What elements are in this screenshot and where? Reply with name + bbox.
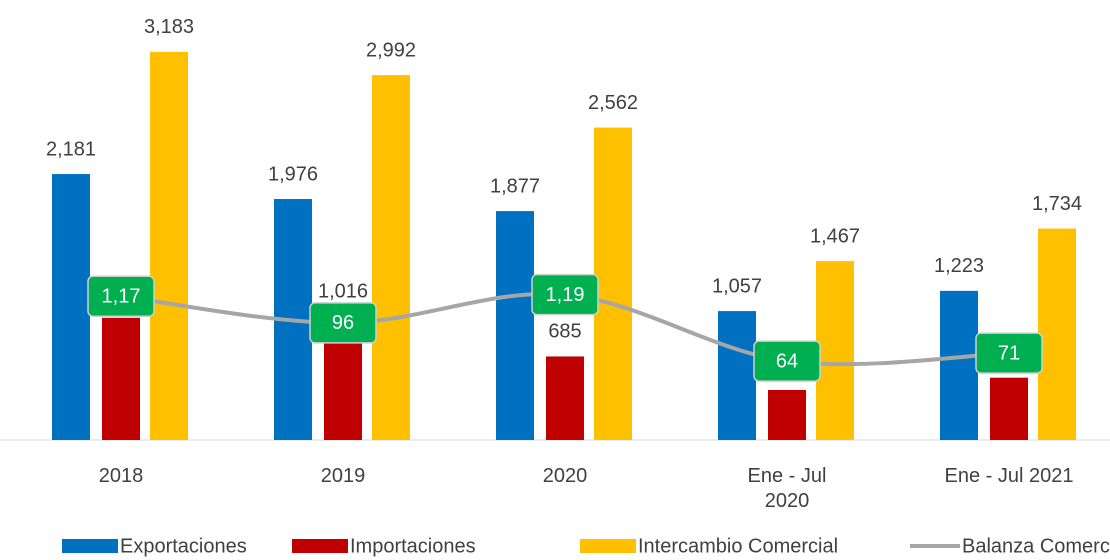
bar: [940, 290, 978, 440]
x-tick-label: 2019: [320, 465, 366, 487]
x-tick-label: Ene - Jul 2020: [747, 465, 827, 512]
data-label: 1,19: [546, 284, 585, 306]
data-label: 2,181: [46, 138, 96, 160]
bar: [718, 311, 756, 440]
legend-label: Intercambio Comercial: [638, 535, 838, 557]
x-tick-label: 2020: [542, 465, 588, 487]
bar: [1038, 228, 1076, 440]
bar: [546, 356, 584, 440]
bar: [816, 261, 854, 440]
legend-swatch: [292, 539, 348, 553]
data-label: 1,734: [1032, 193, 1082, 215]
data-label: 2,992: [366, 39, 416, 61]
bar: [990, 377, 1028, 440]
data-label: 2,562: [588, 92, 638, 114]
data-label: 1,877: [490, 175, 540, 197]
data-label: 1,17: [102, 286, 141, 308]
bar: [496, 211, 534, 440]
legend-label: Importaciones: [350, 535, 476, 557]
data-label: 1,057: [712, 275, 762, 297]
data-label: 1,467: [810, 225, 860, 247]
data-label: 1,223: [934, 255, 984, 277]
bar: [594, 127, 632, 440]
bar: [102, 317, 140, 440]
legend-swatch: [580, 539, 636, 553]
label-box: [975, 332, 1043, 374]
x-tick-label: Ene - Jul 2021: [944, 465, 1074, 487]
data-label: 685: [548, 321, 581, 343]
bar: [768, 390, 806, 440]
data-label: 96: [332, 312, 354, 334]
label-box: [87, 275, 155, 317]
legend-label: Exportaciones: [120, 535, 247, 557]
label-box: [309, 302, 377, 344]
bar: [372, 75, 410, 441]
data-label: 1,976: [268, 163, 318, 185]
bar: [52, 174, 90, 440]
x-tick-label: 2018: [98, 465, 144, 487]
legend-swatch: [62, 539, 118, 553]
data-label: 64: [776, 350, 798, 372]
legend-label: Balanza Comercial: [962, 535, 1110, 557]
bar: [150, 51, 188, 441]
label-box: [531, 273, 599, 316]
data-label: 1,016: [318, 280, 368, 302]
data-label: 3,183: [144, 16, 194, 38]
data-label: 71: [998, 342, 1020, 364]
label-box: [753, 340, 821, 382]
